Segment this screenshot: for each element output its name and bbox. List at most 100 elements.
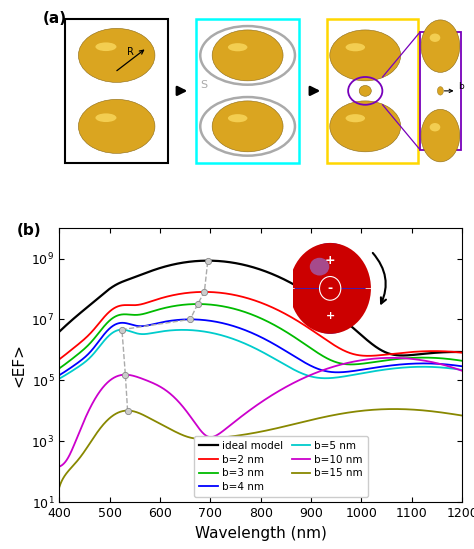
b=10 nm — [459, 367, 465, 374]
b=5 nm — [253, 345, 258, 352]
Ellipse shape — [228, 114, 247, 122]
b=2 nm — [201, 289, 207, 295]
Text: (a): (a) — [43, 10, 67, 26]
b=5 nm — [374, 367, 380, 374]
Ellipse shape — [78, 29, 155, 82]
Ellipse shape — [228, 43, 247, 51]
b=3 nm — [374, 358, 380, 365]
Ellipse shape — [212, 101, 283, 152]
b=3 nm — [253, 312, 258, 319]
b=5 nm — [77, 362, 82, 369]
b=2 nm — [77, 340, 82, 346]
FancyBboxPatch shape — [196, 19, 299, 163]
b=3 nm — [195, 301, 201, 307]
b=5 nm — [459, 367, 465, 373]
b=15 nm — [77, 455, 82, 461]
ideal model — [56, 328, 62, 335]
b=15 nm — [459, 412, 465, 419]
b=2 nm — [448, 349, 454, 355]
Ellipse shape — [429, 33, 440, 42]
b=10 nm — [448, 363, 454, 370]
ideal model — [400, 352, 405, 359]
b=3 nm — [459, 357, 465, 364]
b=15 nm — [448, 411, 454, 417]
b=5 nm — [56, 376, 62, 382]
Ellipse shape — [421, 20, 460, 72]
b=3 nm — [447, 356, 453, 362]
Text: b: b — [458, 82, 464, 91]
b=5 nm — [119, 326, 125, 333]
b=4 nm — [459, 363, 465, 369]
b=4 nm — [253, 331, 258, 338]
Ellipse shape — [429, 123, 440, 131]
Ellipse shape — [330, 101, 401, 152]
b=3 nm — [77, 350, 82, 356]
b=5 nm — [447, 365, 453, 372]
Line: ideal model: ideal model — [59, 261, 462, 356]
Ellipse shape — [95, 114, 117, 122]
Ellipse shape — [346, 43, 365, 51]
FancyBboxPatch shape — [65, 19, 168, 163]
Line: b=2 nm: b=2 nm — [59, 292, 462, 360]
Ellipse shape — [421, 109, 460, 162]
b=4 nm — [56, 372, 62, 378]
Text: R: R — [127, 47, 134, 58]
b=15 nm — [374, 406, 379, 413]
Y-axis label: <EF>: <EF> — [11, 343, 26, 387]
Ellipse shape — [346, 114, 365, 122]
Line: b=10 nm: b=10 nm — [59, 358, 462, 467]
b=2 nm — [56, 356, 62, 363]
b=10 nm — [77, 428, 82, 434]
b=4 nm — [448, 362, 454, 368]
b=15 nm — [56, 484, 62, 491]
Ellipse shape — [330, 30, 401, 81]
FancyBboxPatch shape — [420, 32, 461, 149]
b=10 nm — [242, 411, 247, 417]
b=3 nm — [242, 309, 247, 315]
Line: b=3 nm: b=3 nm — [59, 304, 462, 368]
FancyBboxPatch shape — [327, 19, 418, 163]
Ellipse shape — [212, 30, 283, 81]
b=15 nm — [252, 429, 258, 436]
b=2 nm — [459, 349, 465, 356]
Ellipse shape — [95, 42, 117, 51]
Line: b=5 nm: b=5 nm — [59, 329, 462, 379]
b=3 nm — [56, 365, 62, 372]
ideal model — [77, 310, 82, 317]
b=3 nm — [448, 356, 454, 362]
b=15 nm — [447, 411, 453, 417]
b=10 nm — [389, 355, 394, 361]
b=4 nm — [187, 316, 193, 323]
Line: b=4 nm: b=4 nm — [59, 320, 462, 375]
ideal model — [205, 257, 210, 264]
b=15 nm — [392, 406, 397, 412]
ideal model — [242, 262, 247, 268]
Ellipse shape — [78, 99, 155, 153]
b=5 nm — [448, 365, 454, 372]
ideal model — [459, 349, 465, 355]
ideal model — [448, 349, 454, 355]
b=2 nm — [242, 294, 247, 301]
b=10 nm — [447, 363, 453, 370]
ideal model — [253, 265, 258, 271]
b=2 nm — [253, 298, 258, 304]
b=5 nm — [242, 340, 247, 347]
b=15 nm — [242, 432, 247, 438]
b=4 nm — [77, 358, 82, 365]
Text: S: S — [200, 80, 208, 90]
Text: (b): (b) — [17, 222, 42, 238]
ideal model — [374, 344, 380, 351]
ideal model — [448, 349, 454, 355]
b=10 nm — [56, 463, 62, 470]
b=10 nm — [252, 403, 258, 410]
Line: b=15 nm: b=15 nm — [59, 409, 462, 488]
b=4 nm — [447, 362, 453, 368]
b=10 nm — [374, 355, 379, 362]
Ellipse shape — [438, 87, 443, 95]
Legend: ideal model, b=2 nm, b=3 nm, b=4 nm, b=5 nm, b=10 nm, b=15 nm: ideal model, b=2 nm, b=3 nm, b=4 nm, b=5… — [194, 436, 368, 497]
b=2 nm — [374, 352, 380, 359]
b=4 nm — [242, 327, 247, 333]
b=2 nm — [447, 349, 453, 355]
X-axis label: Wavelength (nm): Wavelength (nm) — [195, 526, 327, 541]
b=4 nm — [374, 364, 380, 371]
